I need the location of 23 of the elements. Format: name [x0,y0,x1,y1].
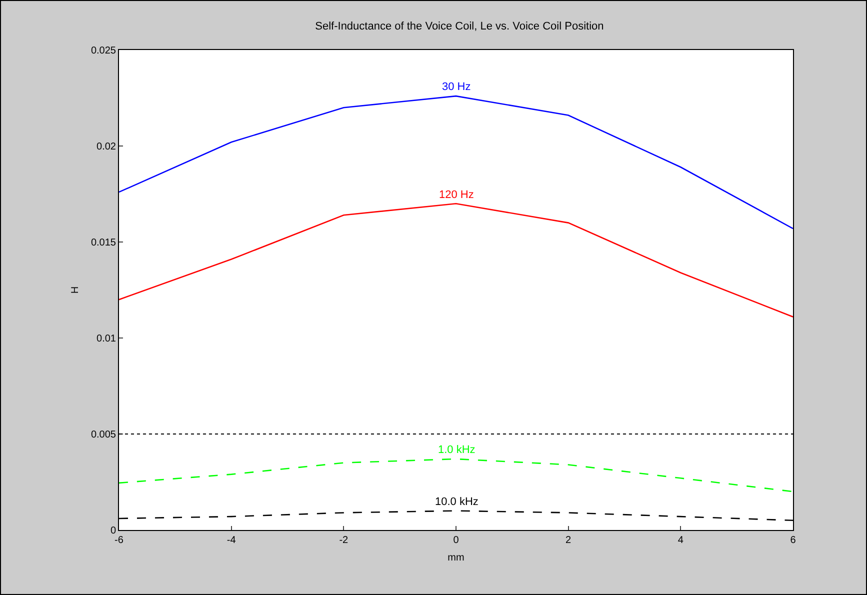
chart-title: Self-Inductance of the Voice Coil, Le vs. Voice Coil Position [315,20,604,32]
x-tick-label: -6 [114,535,124,546]
line-series [119,202,793,318]
y-tick-label: 0.025 [90,46,116,56]
line-series [119,458,793,492]
series-label: 120 Hz [439,189,474,201]
x-tick-label: 2 [566,535,572,546]
series-label: 1.0 kHz [438,444,476,456]
series-label: 10.0 kHz [435,496,478,508]
y-axis-title: H [70,286,81,294]
y-tick-label: 0.015 [90,238,116,248]
y-tick-label: 0 [110,526,116,536]
x-tick-label: 4 [678,535,684,546]
x-axis-title: mm [448,552,464,564]
y-tick-label: 0.005 [90,430,116,440]
y-tick-label: 0.01 [96,334,116,344]
x-tick-label: -4 [226,535,236,546]
series-label: 30 Hz [442,81,471,93]
x-tick-label: 6 [790,535,796,546]
x-tick-label: -2 [339,535,349,546]
x-tick-label: 0 [453,535,460,546]
line-series [119,95,793,230]
y-tick-label: 0.02 [96,142,116,152]
